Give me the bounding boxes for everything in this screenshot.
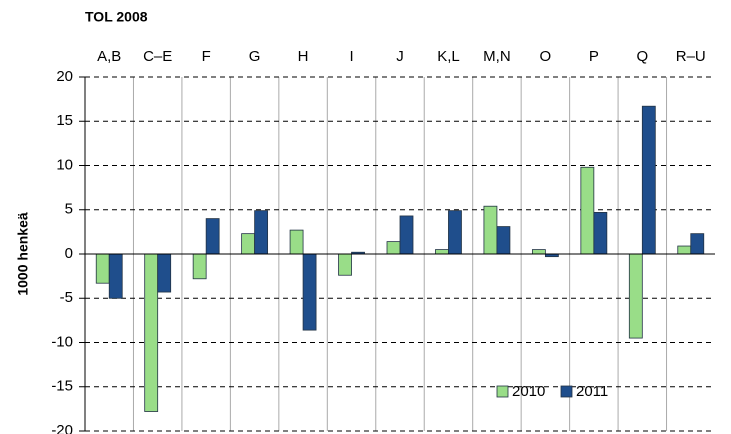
bar xyxy=(157,253,172,293)
y-axis-label: 1000 henkeä xyxy=(15,212,31,295)
bar xyxy=(580,166,595,255)
bar xyxy=(435,249,449,255)
x-tick-label: K,L xyxy=(437,48,460,65)
y-tick-label: -20 xyxy=(51,422,73,434)
x-tick-label: C–E xyxy=(143,48,172,65)
y-tick-label: -10 xyxy=(51,333,73,350)
bar xyxy=(108,253,123,299)
bar xyxy=(289,229,304,255)
x-tick-label: J xyxy=(396,48,404,65)
x-tick-label: I xyxy=(349,48,353,65)
x-tick-label: P xyxy=(589,48,599,65)
bar xyxy=(338,253,352,276)
y-tick-label: 20 xyxy=(56,68,73,85)
legend-swatch xyxy=(560,385,573,398)
bar xyxy=(593,212,608,255)
bar xyxy=(448,210,462,255)
x-tick-label: H xyxy=(298,48,309,65)
bar xyxy=(205,218,220,255)
x-tick-label: R–U xyxy=(676,48,706,65)
bar xyxy=(254,210,269,255)
bar xyxy=(483,205,498,255)
y-tick-label: 5 xyxy=(65,201,73,218)
bar xyxy=(144,253,159,412)
bar xyxy=(95,253,110,284)
y-tick-label: -5 xyxy=(60,289,73,306)
bar xyxy=(628,253,643,339)
bar xyxy=(302,253,317,331)
x-tick-label: A,B xyxy=(97,48,121,65)
legend-swatch xyxy=(496,385,509,398)
y-tick-label: 10 xyxy=(56,156,73,173)
y-tick-label: -15 xyxy=(51,378,73,395)
bar xyxy=(241,233,256,255)
legend-label: 2010 xyxy=(512,383,545,400)
x-tick-label: G xyxy=(249,48,261,65)
x-tick-label: Q xyxy=(636,48,648,65)
bar xyxy=(386,241,401,255)
bar xyxy=(399,215,414,255)
bar xyxy=(496,226,511,255)
bar xyxy=(192,253,207,280)
bar xyxy=(690,233,705,255)
y-tick-label: 0 xyxy=(65,245,73,262)
bar xyxy=(677,245,692,255)
x-tick-label: O xyxy=(540,48,552,65)
bar xyxy=(641,105,656,255)
x-tick-label: M,N xyxy=(483,48,511,65)
bar xyxy=(531,249,546,255)
y-tick-label: 15 xyxy=(56,112,73,129)
chart-title: TOL 2008 xyxy=(85,9,148,25)
legend-label: 2011 xyxy=(576,383,608,400)
x-tick-label: F xyxy=(202,48,211,65)
